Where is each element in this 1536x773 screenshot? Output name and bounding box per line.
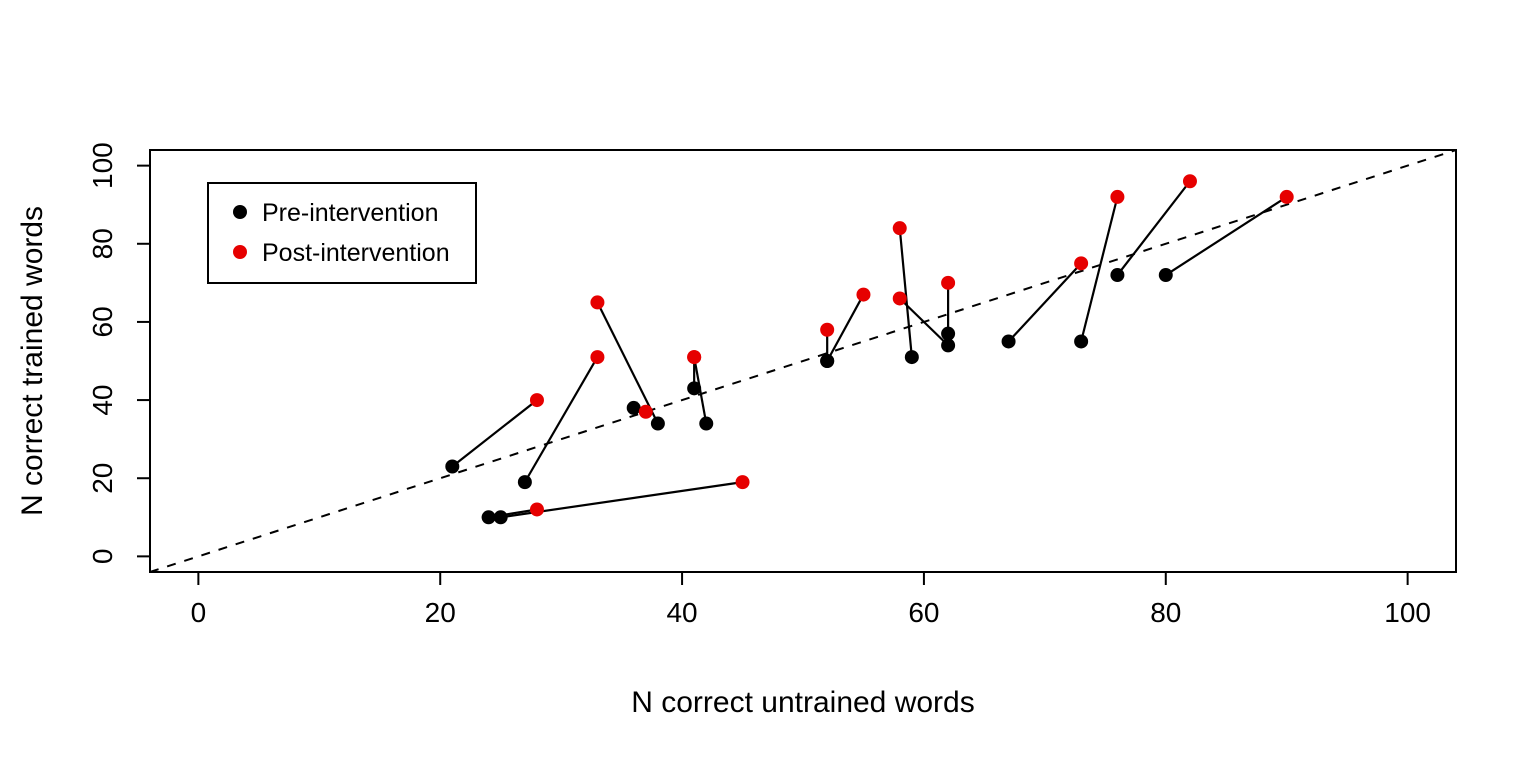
y-tick-label: 60 [87, 306, 118, 337]
pair-connector-line [898, 228, 913, 358]
identity-line [149, 149, 1457, 573]
legend-label-pre: Pre-intervention [262, 199, 438, 227]
pre-intervention-point [1110, 268, 1125, 283]
y-tick-label: 40 [87, 384, 118, 415]
x-tick-label: 80 [1150, 597, 1181, 628]
pre-intervention-point [699, 416, 714, 431]
post-intervention-point [1279, 189, 1294, 204]
post-intervention-point [1110, 189, 1125, 204]
pair-connector-line [1080, 196, 1119, 342]
post-intervention-point [1074, 256, 1089, 271]
x-tick-label: 60 [908, 597, 939, 628]
pre-intervention-point [493, 510, 508, 525]
pair-connector-line [1007, 262, 1082, 343]
identity-line-layer [149, 149, 1457, 573]
post-intervention-point [892, 291, 907, 306]
pair-connector-line [826, 294, 865, 362]
post-intervention-point [856, 287, 871, 302]
pair-connector-line [451, 399, 538, 468]
post-intervention-point [687, 350, 702, 365]
pre-intervention-point [481, 510, 496, 525]
post-intervention-point [1182, 174, 1197, 189]
pair-connector-line [1165, 195, 1288, 276]
legend-box [207, 182, 477, 284]
legend-dot-post [233, 245, 247, 259]
post-intervention-point [941, 275, 956, 290]
pair-connector-line [596, 301, 659, 425]
post-intervention-point [529, 393, 544, 408]
pre-intervention-point [650, 416, 665, 431]
y-axis: 0 20 40 60 80 100 [87, 142, 150, 564]
legend-dot-pre [233, 205, 247, 219]
x-axis: 0 20 40 60 80 100 [191, 572, 1431, 628]
post-intervention-point [590, 350, 605, 365]
post-intervention-point [735, 475, 750, 490]
pre-intervention-point [687, 381, 702, 396]
pre-intervention-point [1001, 334, 1016, 349]
x-tick-label: 20 [425, 597, 456, 628]
x-tick-label: 100 [1384, 597, 1431, 628]
y-tick-label: 100 [87, 142, 118, 189]
legend: Pre-intervention Post-intervention [207, 182, 477, 284]
pre-intervention-point [941, 338, 956, 353]
post-intervention-point [892, 221, 907, 236]
pre-intervention-point [517, 475, 532, 490]
pre-intervention-point [941, 326, 956, 341]
y-tick-label: 80 [87, 228, 118, 259]
pair-connector-line [1116, 180, 1191, 276]
post-intervention-point [820, 322, 835, 337]
data-pairs-layer [445, 174, 1294, 525]
x-axis-title: N correct untrained words [631, 686, 974, 719]
y-tick-label: 20 [87, 463, 118, 494]
y-tick-label: 0 [87, 549, 118, 565]
pre-intervention-point [445, 459, 460, 474]
x-tick-label: 40 [666, 597, 697, 628]
pair-connector-line [898, 297, 949, 347]
pre-intervention-point [904, 350, 919, 365]
pre-intervention-point [626, 400, 641, 415]
plot-area [149, 149, 1457, 573]
post-intervention-point [529, 502, 544, 517]
post-intervention-point [590, 295, 605, 310]
pre-intervention-point [1074, 334, 1089, 349]
pre-intervention-point [1158, 268, 1173, 283]
x-tick-label: 0 [191, 597, 207, 628]
post-intervention-point [638, 404, 653, 419]
legend-label-post: Post-intervention [262, 239, 450, 267]
y-axis-title: N correct trained words [16, 206, 49, 516]
pre-intervention-point [820, 354, 835, 368]
pair-connector-line [523, 356, 599, 483]
